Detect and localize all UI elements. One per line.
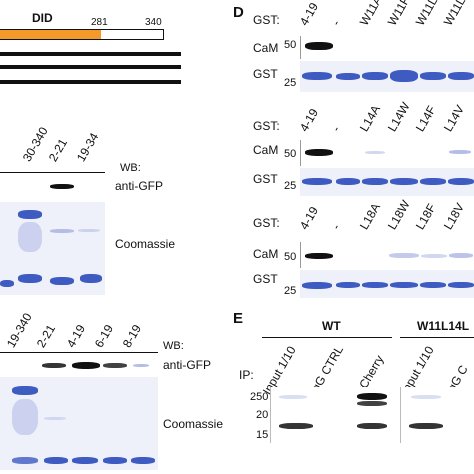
panel-d-label: D xyxy=(233,4,244,21)
construct-line-2 xyxy=(0,65,181,69)
mutant-label: W11L14L xyxy=(417,319,470,333)
d1-lane-w11l-a: W11L xyxy=(412,0,441,28)
gst-header-2: GST: xyxy=(253,119,280,133)
cam-blot-2 xyxy=(300,140,474,166)
cam-label-1: CaM xyxy=(253,41,279,55)
lane-label-6-19: 6-19 xyxy=(91,322,117,350)
d1-lane-4-19: 4-19 xyxy=(296,0,322,28)
d3-lane-l18a: L18A xyxy=(356,200,384,232)
ip-label: IP: xyxy=(239,368,254,382)
position-340-label: 340 xyxy=(145,17,162,28)
cam-blot-3 xyxy=(300,242,474,268)
d2-lane-l14f: L14F xyxy=(412,103,439,134)
anti-gfp-blot-1 xyxy=(0,173,105,200)
mw-250: 250 xyxy=(250,391,269,403)
blot-2-divider xyxy=(0,352,158,353)
gst-header-1: GST: xyxy=(253,13,280,27)
mw-50-1: 50 xyxy=(284,39,297,51)
d1-lane-w11a: W11A xyxy=(356,0,385,29)
lane-label-8-19: 8-19 xyxy=(119,322,145,350)
panel-e-label: E xyxy=(233,310,244,327)
anti-gfp-label-2: anti-GFP xyxy=(163,358,212,372)
cam-blot-1 xyxy=(300,36,474,59)
did-domain-fill xyxy=(0,30,101,39)
lane-label-19-34: 19-34 xyxy=(73,130,102,164)
lane-label-19-340: 19-340 xyxy=(3,310,35,350)
cam-label-2: CaM xyxy=(253,143,279,157)
construct-line-3 xyxy=(0,80,181,84)
coomassie-label-2: Coomassie xyxy=(163,417,224,431)
mw-50-2: 50 xyxy=(284,148,297,160)
mw-20: 20 xyxy=(256,409,269,421)
did-domain-label: DID xyxy=(32,11,53,25)
gst-gel-2 xyxy=(300,168,474,196)
gst-label-3: GST xyxy=(253,272,278,286)
d1-lane-w11f: W11F xyxy=(384,0,413,28)
lane-label-2-21-a: 2-21 xyxy=(45,136,71,164)
mw-15: 15 xyxy=(256,429,269,441)
blot-1-divider xyxy=(0,172,105,173)
d3-lane-l18v: L18V xyxy=(440,200,468,232)
d2-lane-4-19: 4-19 xyxy=(296,106,322,134)
mw-50-3: 50 xyxy=(284,251,297,263)
coomassie-label-1: Coomassie xyxy=(115,237,176,251)
gst-header-3: GST: xyxy=(253,216,280,230)
d3-lane-4-19: 4-19 xyxy=(296,204,322,232)
gst-gel-1 xyxy=(300,61,474,92)
d2-lane-l14w: L14W xyxy=(384,99,413,134)
ip-blot-wt xyxy=(270,387,395,443)
anti-gfp-blot-2 xyxy=(0,353,158,375)
d1-lane-neg: - xyxy=(328,17,343,28)
d1-lane-w11l-b: W11L xyxy=(440,0,469,28)
mw-25-1: 25 xyxy=(284,77,297,89)
d3-lane-l18f: L18F xyxy=(412,201,439,232)
lane-label-2-21-b: 2-21 xyxy=(33,322,59,350)
gst-label-1: GST xyxy=(253,67,278,81)
d2-lane-l14v: L14V xyxy=(440,102,468,134)
lane-label-30-340: 30-340 xyxy=(19,124,51,164)
gst-gel-3 xyxy=(300,270,474,298)
cam-label-3: CaM xyxy=(253,247,279,261)
position-281-label: 281 xyxy=(91,17,108,28)
mw-25-2: 25 xyxy=(284,180,297,192)
construct-line-1 xyxy=(0,52,181,56)
wt-label: WT xyxy=(322,319,341,333)
wb-label-2: WB: xyxy=(163,340,184,352)
mw-25-3: 25 xyxy=(284,285,297,297)
coomassie-gel-1 xyxy=(0,202,105,295)
wt-underline xyxy=(262,337,392,338)
gst-label-2: GST xyxy=(253,172,278,186)
d2-lane-neg: - xyxy=(328,123,343,134)
d2-lane-l14a: L14A xyxy=(356,102,384,134)
coomassie-gel-2 xyxy=(0,377,158,470)
mutant-underline xyxy=(400,337,474,338)
anti-gfp-label-1: anti-GFP xyxy=(115,179,164,193)
d3-lane-l18w: L18W xyxy=(384,197,413,232)
d3-lane-neg: - xyxy=(328,221,343,232)
wb-label-1: WB: xyxy=(120,162,141,174)
lane-label-4-19: 4-19 xyxy=(63,322,89,350)
ip-blot-mutant xyxy=(400,387,474,443)
